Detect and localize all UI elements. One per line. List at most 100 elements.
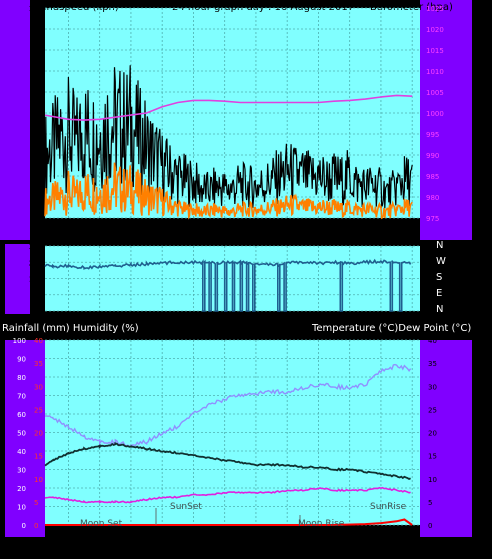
panel3-right-strip bbox=[420, 340, 472, 537]
moon-set-label: Moon Set bbox=[80, 519, 123, 529]
compass-label: S bbox=[436, 272, 442, 283]
time-tick-label: 13 bbox=[93, 230, 106, 241]
wind-direction-tick-label: 180 bbox=[29, 276, 42, 284]
wind-direction-line bbox=[44, 258, 412, 312]
panel1-right-strip bbox=[420, 0, 472, 240]
windspeed-tick-label: 0 bbox=[38, 215, 42, 223]
barometer-tick-label: 1020 bbox=[426, 26, 444, 34]
time-tick-label: 19 bbox=[187, 230, 200, 241]
windspeed-tick-label: 60 bbox=[33, 89, 42, 97]
temperature-tick-label: 20 bbox=[428, 430, 437, 438]
windspeed-tick-label: 90 bbox=[33, 26, 42, 34]
windspeed-tick-label: 70 bbox=[33, 68, 42, 76]
rainfall-line bbox=[45, 518, 413, 526]
temperature-tick-label: 10 bbox=[428, 476, 437, 484]
temperature-tick-label: 35 bbox=[428, 360, 437, 368]
time-tick-label: 07 bbox=[375, 537, 388, 548]
chart-title: 24 hour graph day : 16 August 2017 bbox=[172, 2, 354, 13]
barometer-tick-label: 990 bbox=[426, 152, 439, 160]
humidity-tick-label: 30 bbox=[17, 467, 26, 475]
barometer-tick-label: 1015 bbox=[426, 47, 444, 55]
time-tick-label: 11 bbox=[62, 537, 75, 548]
time-tick-label: 01 bbox=[281, 230, 294, 241]
rainfall-tick-label: 35 bbox=[34, 360, 43, 368]
wind-direction-tick-label: 90 bbox=[33, 292, 42, 300]
dew-point-line bbox=[44, 486, 411, 504]
humidity-tick-label: 20 bbox=[17, 485, 26, 493]
time-tick-label: 07 bbox=[375, 230, 388, 241]
panel1-left-strip bbox=[0, 0, 30, 240]
barometer-tick-label: 995 bbox=[426, 131, 439, 139]
time-tick-label: 05 bbox=[343, 537, 356, 548]
time-tick-label: 15 bbox=[125, 537, 138, 548]
temperature-tick-label: 40 bbox=[428, 337, 437, 345]
time-tick-label: 03 bbox=[312, 537, 325, 548]
windspeed-tick-label: 20 bbox=[33, 173, 42, 181]
moon-rise-label: Moon Rise bbox=[298, 519, 345, 529]
humidity-tick-label: 70 bbox=[17, 393, 26, 401]
time-tick-label: 15 bbox=[125, 230, 138, 241]
humidity-tick-label: 40 bbox=[17, 448, 26, 456]
time-tick-label: 03 bbox=[312, 230, 325, 241]
humidity-tick-label: 10 bbox=[17, 504, 26, 512]
time-tick-label: 21 bbox=[218, 230, 231, 241]
rainfall-humidity-axis-title: Rainfall (mm) Humidity (%) bbox=[2, 323, 139, 334]
windspeed-tick-label: 10 bbox=[33, 194, 42, 202]
temperature-tick-label: 25 bbox=[428, 406, 437, 414]
windspeed-axis-title: Windspeed (kph) bbox=[34, 2, 119, 13]
humidity-tick-label: 60 bbox=[17, 411, 26, 419]
time-tick-label: 09 bbox=[406, 230, 419, 241]
barometer-axis-title: Barometer (hpa) bbox=[370, 2, 453, 13]
wind-direction-tick-label: 360 bbox=[29, 243, 42, 251]
humidity-tick-label: 50 bbox=[17, 430, 26, 438]
panel3-left-strip bbox=[5, 340, 45, 537]
temperature-line bbox=[44, 442, 411, 481]
rainfall-tick-label: 10 bbox=[34, 476, 43, 484]
compass-label: W bbox=[436, 256, 446, 267]
temperature-tick-label: 15 bbox=[428, 453, 437, 461]
humidity-line bbox=[44, 363, 412, 448]
rainfall-tick-label: 40 bbox=[34, 337, 43, 345]
time-tick-label: 21 bbox=[218, 537, 231, 548]
windspeed-average-line bbox=[44, 162, 413, 220]
windspeed-tick-label: 50 bbox=[33, 110, 42, 118]
panel2-left-strip bbox=[5, 244, 30, 314]
time-tick-label: 19 bbox=[187, 537, 200, 548]
barometer-tick-label: 980 bbox=[426, 194, 439, 202]
temperature-dewpoint-axis-title: Temperature (°C)Dew Point (°C) bbox=[311, 323, 471, 334]
barometer-tick-label: 1005 bbox=[426, 89, 444, 97]
barometer-tick-label: 975 bbox=[426, 215, 439, 223]
humidity-tick-label: 100 bbox=[13, 337, 26, 345]
barometer-tick-label: 1025 bbox=[426, 5, 444, 13]
humidity-tick-label: 0 bbox=[22, 522, 26, 530]
time-tick-label: 23 bbox=[250, 537, 263, 548]
compass-label: N bbox=[436, 240, 443, 251]
sunrise-label: SunRise bbox=[370, 502, 407, 512]
rainfall-tick-label: 5 bbox=[34, 499, 38, 507]
time-tick-label: 11 bbox=[62, 230, 75, 241]
windspeed-gust-line bbox=[44, 65, 413, 210]
barometer-tick-label: 1010 bbox=[426, 68, 444, 76]
wind-direction-tick-label: 270 bbox=[29, 259, 42, 267]
compass-label: N bbox=[436, 304, 443, 315]
time-tick-label: 13 bbox=[93, 537, 106, 548]
time-tick-label: 17 bbox=[156, 537, 169, 548]
time-tick-label: 17 bbox=[156, 230, 169, 241]
rainfall-tick-label: 25 bbox=[34, 406, 43, 414]
barometer-tick-label: 1000 bbox=[426, 110, 444, 118]
windspeed-tick-label: 30 bbox=[33, 152, 42, 160]
rainfall-tick-label: 15 bbox=[34, 453, 43, 461]
wind-direction-tick-label: 0 bbox=[38, 308, 42, 316]
rainfall-tick-label: 30 bbox=[34, 383, 43, 391]
time-tick-label: 09 bbox=[406, 537, 419, 548]
humidity-tick-label: 80 bbox=[17, 374, 26, 382]
time-tick-label: 01 bbox=[281, 537, 294, 548]
time-tick-label: 05 bbox=[343, 230, 356, 241]
windspeed-tick-label: 100 bbox=[29, 5, 42, 13]
sunset-label: SunSet bbox=[170, 502, 202, 512]
barometer-line bbox=[44, 94, 413, 121]
temperature-tick-label: 30 bbox=[428, 383, 437, 391]
barometer-tick-label: 985 bbox=[426, 173, 439, 181]
